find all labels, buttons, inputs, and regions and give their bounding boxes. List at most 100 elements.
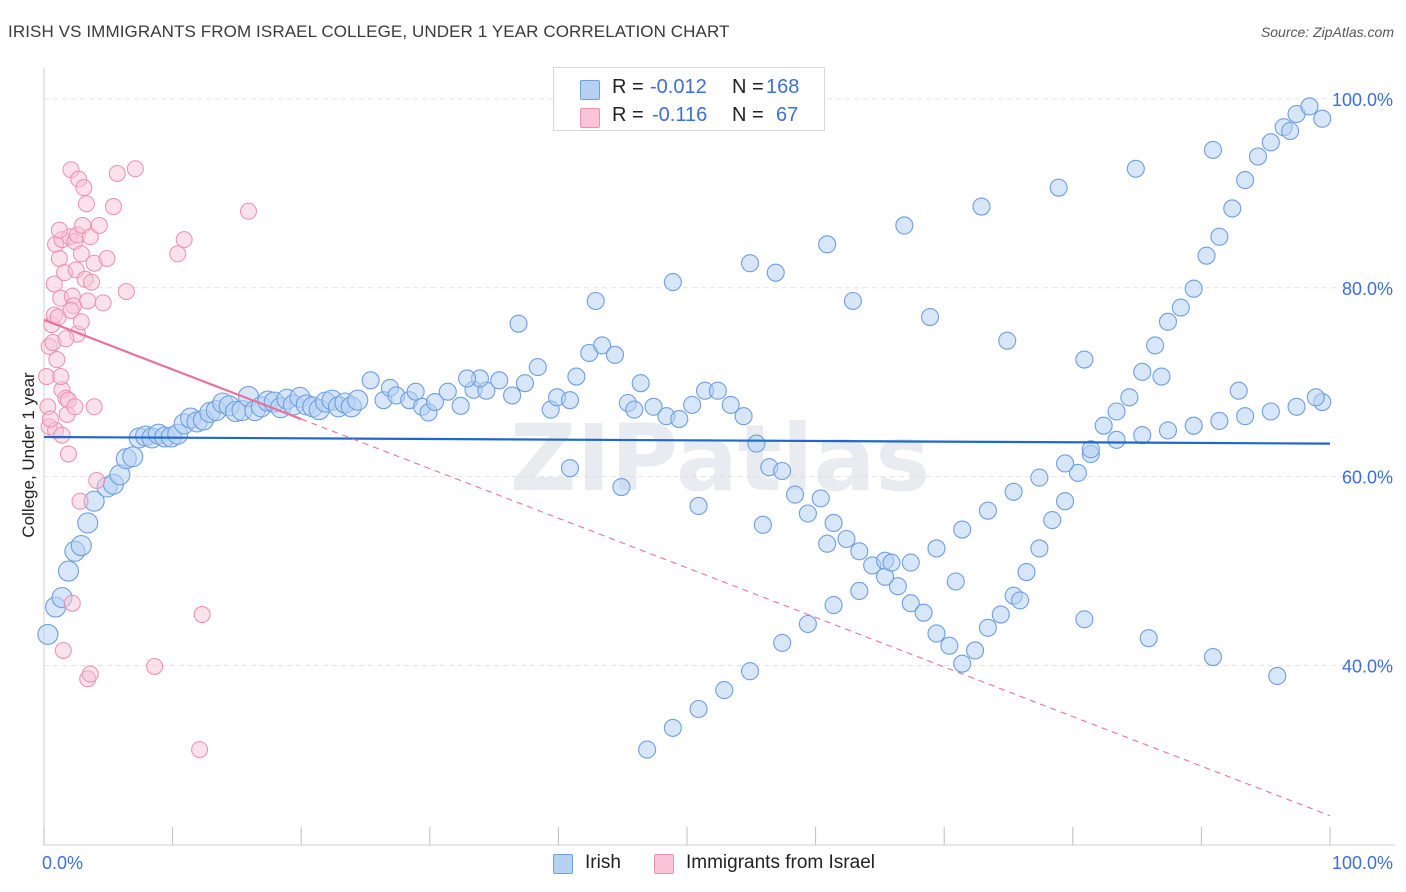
irish-point xyxy=(1133,362,1152,381)
irish-point xyxy=(766,263,785,282)
legend-n-label: N = xyxy=(732,104,764,126)
irish-point xyxy=(77,512,99,534)
irish-point xyxy=(1229,381,1248,400)
irish-point xyxy=(689,699,708,719)
irish-point xyxy=(1184,279,1203,298)
irish-point xyxy=(901,594,920,613)
irish-point xyxy=(1068,463,1087,482)
israel-point xyxy=(85,398,103,416)
israel-trend-line-dashed xyxy=(301,418,1331,817)
israel-point xyxy=(72,313,90,331)
irish-point xyxy=(785,485,805,504)
chart-title: IRISH VS IMMIGRANTS FROM ISRAEL COLLEGE,… xyxy=(8,22,730,41)
irish-point xyxy=(503,386,522,405)
legend-n-value-israel: 67 xyxy=(776,104,799,126)
israel-trend-line-solid xyxy=(43,318,302,421)
israel-point xyxy=(50,250,68,267)
x-tick-label-max: 100.0% xyxy=(1332,853,1393,873)
irish-point xyxy=(425,393,444,412)
irish-point xyxy=(888,577,907,596)
irish-point xyxy=(1236,407,1255,426)
israel-point xyxy=(88,471,106,489)
irish-point xyxy=(740,662,760,681)
irish-point xyxy=(670,410,689,429)
irish-point xyxy=(798,504,817,523)
irish-point xyxy=(663,273,682,292)
irish-point xyxy=(1261,402,1280,421)
legend-r-value-irish: -0.012 xyxy=(650,76,707,98)
irish-point xyxy=(1075,350,1094,369)
israel-point xyxy=(81,665,99,683)
irish-point xyxy=(1056,492,1075,511)
irish-point xyxy=(625,400,644,419)
irish-point xyxy=(824,596,843,615)
irish-point xyxy=(638,740,657,759)
irish-point xyxy=(612,478,631,497)
irish-point xyxy=(1158,312,1178,331)
irish-point xyxy=(1184,416,1203,435)
trend-lines xyxy=(43,318,1331,817)
irish-point xyxy=(895,216,914,235)
irish-point xyxy=(1030,539,1049,558)
israel-point xyxy=(53,426,71,444)
irish-point xyxy=(1223,199,1242,218)
irish-point xyxy=(850,542,869,561)
irish-point xyxy=(708,381,727,400)
irish-point xyxy=(1107,430,1126,449)
irish-point xyxy=(1236,171,1255,190)
israel-point xyxy=(45,275,63,293)
israel-point xyxy=(41,410,59,428)
irish-point xyxy=(1203,140,1223,159)
irish-point xyxy=(914,603,933,622)
israel-point xyxy=(77,195,95,213)
bottom-legend-label-irish: Irish xyxy=(585,852,621,873)
irish-point xyxy=(1004,482,1023,501)
legend-swatch-irish xyxy=(580,80,600,100)
irish-point xyxy=(1120,388,1139,407)
irish-point xyxy=(1248,147,1268,166)
bottom-legend-swatch-israel xyxy=(654,854,674,874)
legend-swatch-israel xyxy=(580,108,600,128)
israel-point xyxy=(239,202,257,220)
irish-point xyxy=(490,371,509,390)
axes xyxy=(43,68,1395,846)
irish-point xyxy=(953,654,972,673)
irish-point xyxy=(972,197,991,216)
israel-point xyxy=(108,165,126,182)
irish-point xyxy=(683,395,702,414)
irish-series xyxy=(37,97,1332,759)
irish-point xyxy=(70,535,92,557)
irish-trend-line xyxy=(43,435,1331,445)
irish-point xyxy=(1056,454,1075,473)
irish-point xyxy=(1203,648,1223,667)
irish-point xyxy=(560,459,580,478)
irish-point xyxy=(515,374,535,393)
irish-point xyxy=(978,501,997,520)
israel-point xyxy=(48,351,66,369)
israel-series xyxy=(38,160,257,759)
irish-point xyxy=(1261,133,1280,152)
irish-point xyxy=(631,374,650,393)
irish-point xyxy=(1043,511,1062,530)
legend-r-value-israel: -0.116 xyxy=(652,104,708,126)
irish-point xyxy=(1306,388,1325,407)
israel-point xyxy=(79,292,97,310)
irish-point xyxy=(1075,610,1094,629)
y-tick-label: 60.0% xyxy=(1342,468,1393,488)
irish-point xyxy=(1300,97,1319,116)
israel-point xyxy=(146,658,164,675)
irish-point xyxy=(991,605,1010,624)
correlation-legend: R = -0.012 N = 168 R = -0.116 N = 67 xyxy=(553,67,825,131)
irish-point xyxy=(753,515,772,534)
irish-point xyxy=(1017,563,1036,582)
irish-point xyxy=(721,395,740,414)
irish-point xyxy=(1146,336,1165,355)
irish-point xyxy=(458,369,477,388)
y-tick-label: 40.0% xyxy=(1342,657,1393,677)
irish-point xyxy=(740,254,760,273)
irish-point xyxy=(1158,421,1178,440)
irish-point xyxy=(37,623,59,645)
israel-point xyxy=(63,594,81,612)
irish-point xyxy=(1030,468,1049,487)
